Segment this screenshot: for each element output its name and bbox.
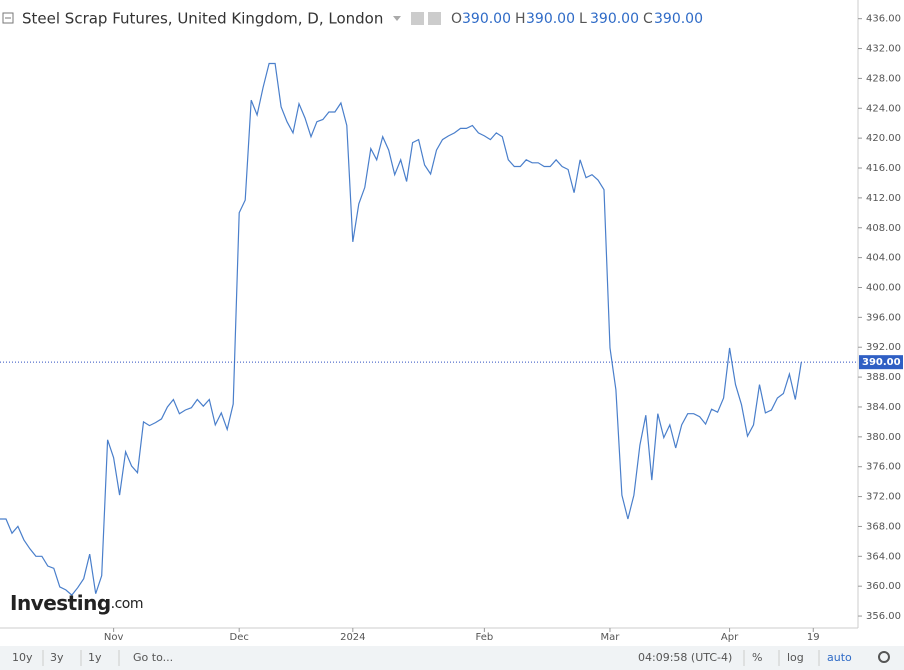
ohlc-price: 390.00 <box>462 11 511 27</box>
last-price-label: 390.00 <box>862 357 901 368</box>
y-tick-label: 400.00 <box>866 282 901 293</box>
y-tick-label: 412.00 <box>866 193 901 204</box>
option-button[interactable]: log <box>787 651 804 664</box>
logo: Investing.com <box>10 591 143 615</box>
x-tick-label: Dec <box>230 632 249 643</box>
y-tick-label: 392.00 <box>866 342 901 353</box>
price-line <box>0 62 802 596</box>
x-tick-label: 19 <box>807 632 820 643</box>
x-tick-label: Nov <box>104 632 124 643</box>
range-button[interactable]: 1y <box>88 651 102 664</box>
y-tick-label: 380.00 <box>866 432 901 443</box>
y-tick-label: 388.00 <box>866 372 901 383</box>
clock: 04:09:58 (UTC-4) <box>638 651 732 664</box>
y-tick-label: 436.00 <box>866 14 901 25</box>
y-tick-label: 372.00 <box>866 492 901 503</box>
y-tick-label: 428.00 <box>866 73 901 84</box>
y-tick-label: 360.00 <box>866 581 901 592</box>
y-tick-label: 368.00 <box>866 521 901 532</box>
y-tick-label: 396.00 <box>866 312 901 323</box>
y-tick-label: 376.00 <box>866 462 901 473</box>
ohlc-key: O <box>451 11 462 27</box>
settings-icon[interactable] <box>411 12 424 25</box>
collapse-icon[interactable] <box>2 12 14 24</box>
option-button[interactable]: % <box>752 651 762 664</box>
y-tick-label: 384.00 <box>866 402 901 413</box>
ohlc-key: C <box>643 11 653 27</box>
range-button[interactable]: 3y <box>50 651 64 664</box>
toolbar-bg <box>0 646 904 670</box>
y-tick-label: 420.00 <box>866 133 901 144</box>
last-price-tag <box>859 355 903 370</box>
ohlc-price: 390.00 <box>590 11 639 27</box>
x-tick-label: Apr <box>721 632 739 643</box>
dropdown-arrow[interactable] <box>393 16 401 21</box>
option-button[interactable]: auto <box>827 651 852 664</box>
settings-icon[interactable] <box>428 12 441 25</box>
x-tick-label: 2024 <box>340 632 365 643</box>
ohlc-key: H <box>515 11 526 27</box>
y-tick-label: 356.00 <box>866 611 901 622</box>
y-tick-label: 364.00 <box>866 551 901 562</box>
y-tick-label: 416.00 <box>866 163 901 174</box>
ohlc-key: L <box>579 11 587 27</box>
ohlc-price: 390.00 <box>526 11 575 27</box>
ohlc-price: 390.00 <box>654 11 703 27</box>
y-tick-label: 432.00 <box>866 44 901 55</box>
range-button[interactable]: 10y <box>12 651 33 664</box>
x-tick-label: Feb <box>476 632 494 643</box>
y-tick-label: 404.00 <box>866 253 901 264</box>
y-tick-label: 424.00 <box>866 103 901 114</box>
logo-brand: Investing <box>10 591 111 615</box>
chart-title: Steel Scrap Futures, United Kingdom, D, … <box>22 10 383 28</box>
settings-gear[interactable] <box>878 651 890 663</box>
x-tick-label: Mar <box>601 632 621 643</box>
y-tick-label: 408.00 <box>866 223 901 234</box>
goto-button[interactable]: Go to... <box>133 651 173 664</box>
logo-suffix: .com <box>111 596 143 612</box>
